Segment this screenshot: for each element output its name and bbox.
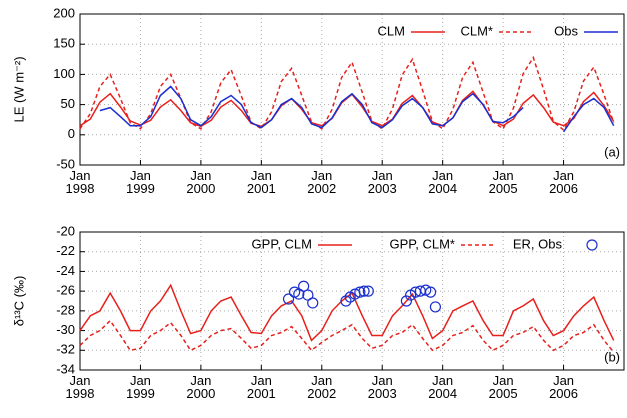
y-tick-label: -34: [56, 361, 75, 376]
x-tick-label: Jan 2006: [549, 168, 578, 196]
plot-frame: [79, 13, 625, 166]
y-tick-label: 50: [61, 96, 75, 111]
legend-label: GPP, CLM*: [389, 236, 455, 251]
x-tick-label: Jan 2003: [367, 373, 397, 401]
point: [358, 285, 370, 297]
point: [298, 280, 310, 292]
point: [400, 295, 412, 307]
legend-label: CLM: [378, 23, 405, 38]
point: [307, 297, 319, 309]
point: [409, 286, 422, 298]
x-tick-label: Jan 2004: [428, 168, 458, 196]
x-tick-label: Jan 1998: [65, 373, 95, 401]
series-line: [79, 283, 615, 342]
legend-label: Obs: [554, 23, 578, 38]
point: [420, 284, 432, 296]
point: [424, 286, 437, 298]
plot-frame: [79, 231, 625, 371]
x-tick-label: Jan 2003: [367, 168, 397, 196]
y-tick-label: -22: [56, 243, 75, 258]
x-tick-label: Jan 2002: [307, 168, 337, 196]
y-tick-label: -50: [56, 156, 75, 171]
annotation: (b): [604, 349, 620, 364]
y-tick-label: 0: [68, 126, 75, 141]
x-tick-label: Jan 1999: [125, 373, 155, 401]
x-tick-label: Jan 2005: [488, 373, 518, 401]
y-tick-label: -24: [56, 263, 75, 278]
y-tick-label: 200: [53, 5, 75, 20]
x-tick-label: Jan 2005: [488, 168, 518, 196]
y-tick-label: 150: [53, 36, 75, 51]
point: [340, 295, 352, 307]
x-tick-label: Jan 2006: [549, 373, 578, 401]
legend-label: GPP, CLM: [252, 236, 312, 251]
x-tick-label: Jan 2000: [186, 168, 216, 196]
x-tick-label: Jan 2001: [246, 168, 276, 196]
x-tick-label: Jan 1998: [65, 168, 95, 196]
point: [302, 289, 314, 301]
y-tick-label: -26: [56, 283, 75, 298]
point: [429, 301, 442, 313]
series-line: [79, 319, 615, 353]
y-tick-label: -28: [56, 302, 75, 317]
legend-label: ER, Obs: [513, 236, 563, 251]
y-tick-label: 100: [53, 66, 75, 81]
x-tick-label: Jan 2004: [428, 373, 458, 401]
x-tick-label: Jan 2002: [307, 373, 337, 401]
y-axis-label: LE (W m⁻²): [11, 56, 26, 122]
point: [293, 288, 305, 300]
legend-marker: [586, 239, 598, 251]
y-tick-label: -20: [56, 223, 75, 238]
point: [282, 293, 295, 305]
series-line: [79, 55, 615, 132]
x-tick-label: Jan 2000: [186, 373, 216, 401]
x-tick-label: Jan 2001: [246, 373, 276, 401]
y-tick-label: -32: [56, 342, 75, 357]
y-tick-label: -30: [56, 322, 75, 337]
legend-label: CLM*: [460, 23, 493, 38]
point: [354, 286, 366, 298]
y-axis-label: δ¹³C (‰): [11, 276, 26, 327]
annotation: (a): [604, 144, 620, 159]
series-line: [99, 85, 615, 133]
point: [362, 285, 374, 297]
x-tick-label: Jan 1999: [125, 168, 155, 196]
